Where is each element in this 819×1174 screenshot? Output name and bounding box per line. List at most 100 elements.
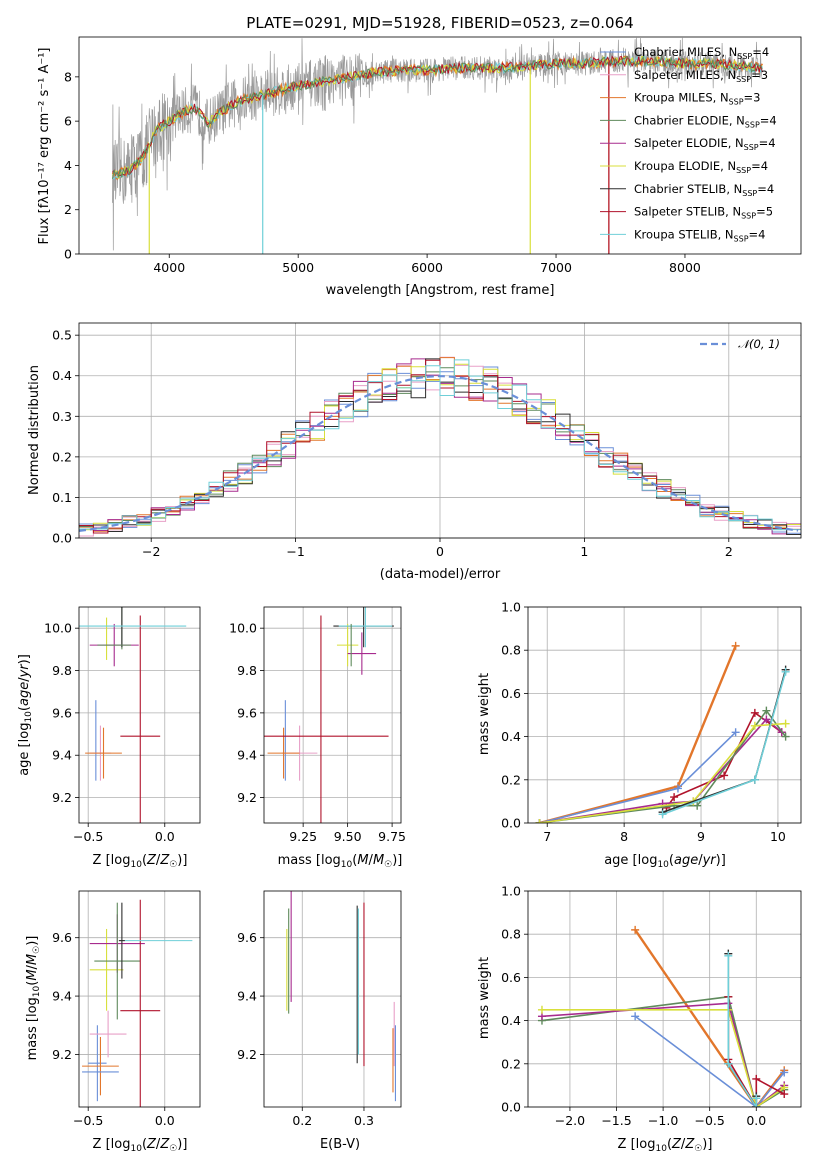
y-tick-label: 0.2 <box>501 772 521 787</box>
axes-frame <box>78 322 802 539</box>
axes-frame <box>527 890 802 1108</box>
y-tick-label: 0.2 <box>52 449 72 464</box>
x-tick-label: 5000 <box>282 260 314 275</box>
weight-point-marker <box>731 641 740 650</box>
axes-frame <box>263 606 402 824</box>
x-tick-label: −1.0 <box>648 1113 678 1128</box>
y-tick-label: 1.0 <box>501 884 521 899</box>
y-tick-label: 0.2 <box>501 1056 521 1071</box>
y-tick-label: 0.0 <box>501 1100 521 1115</box>
plot-area <box>286 891 396 1102</box>
weight-point-marker <box>752 1094 761 1103</box>
y-tick-label: 0.8 <box>501 643 521 658</box>
y-tick-label: 0.1 <box>52 490 72 505</box>
x-tick-label: 9.75 <box>378 829 406 844</box>
axes-frame <box>263 890 402 1108</box>
plot-area <box>537 925 789 1107</box>
weight-point-marker <box>781 667 790 676</box>
x-tick-label: −1.5 <box>601 1113 631 1128</box>
age-z-xlabel: Z [log10(Z/Z☉)] <box>93 853 188 870</box>
weight-series-line <box>634 929 786 1107</box>
y-tick-label: 9.2 <box>52 1047 72 1062</box>
plot-area <box>535 641 790 823</box>
x-tick-label: −2.0 <box>555 1113 585 1128</box>
legend-entry: Kroupa MILES, NSSP=3 <box>634 91 760 107</box>
weight-point-marker <box>781 732 790 741</box>
x-tick-label: 4000 <box>153 260 185 275</box>
y-tick-label: 0.3 <box>52 409 72 424</box>
mass-weight-vs-metallicity-plot: −2.0 −1.5 −1.0 −0.5 0.0 0.0 0.2 0.4 0.6 0.8 1.0 <box>501 884 802 1128</box>
x-tick-label: 9.50 <box>334 829 362 844</box>
x-tick-label: −0.5 <box>73 829 103 844</box>
y-tick-label: 9.2 <box>237 790 257 805</box>
y-tick-label: 9.8 <box>237 663 257 678</box>
legend-entry: Salpeter ELODIE, NSSP=4 <box>634 136 776 152</box>
y-tick-label: 0.0 <box>52 531 72 546</box>
weight-series-line <box>634 1015 785 1107</box>
y-tick-label: 9.4 <box>237 748 257 763</box>
axes-frame <box>527 606 802 824</box>
age-ylabel: age [log10(age/yr)] <box>17 654 34 776</box>
y-tick-label: 9.2 <box>52 790 72 805</box>
mass-z-xlabel: Z [log10(Z/Z☉)] <box>93 1137 188 1154</box>
y-tick-label: 9.6 <box>52 705 72 720</box>
mass-vs-ebv-plot: 0.2 0.3 9.2 9.4 9.6 <box>237 890 402 1128</box>
x-tick-label: 0.2 <box>292 1113 312 1128</box>
x-tick-label: 0.0 <box>746 1113 766 1128</box>
x-tick-label: 0.3 <box>354 1113 374 1128</box>
weight-age-ylabel: mass weight <box>477 673 492 755</box>
weight-point-marker <box>658 810 667 819</box>
y-tick-label: 0.4 <box>501 1013 521 1028</box>
weight-point-marker <box>720 771 729 780</box>
y-tick-label: 9.2 <box>237 1047 257 1062</box>
legend-entry: Kroupa STELIB, NSSP=4 <box>634 227 765 243</box>
y-tick-label: 1.0 <box>501 600 521 615</box>
spectrum-xlabel: wavelength [Angstrom, rest frame] <box>326 283 555 298</box>
y-tick-label: 9.6 <box>237 705 257 720</box>
plot-area <box>79 356 801 537</box>
x-tick-label: 9 <box>697 829 705 844</box>
weight-series-line <box>542 1009 785 1107</box>
x-tick-label: −0.5 <box>695 1113 725 1128</box>
x-tick-label: 1 <box>580 544 588 559</box>
model-spectrum-line <box>112 54 763 179</box>
legend-entry: 𝒩(0, 1) <box>738 337 780 351</box>
y-tick-label: 0.5 <box>52 328 72 343</box>
y-tick-label: 9.4 <box>52 989 72 1004</box>
weight-point-marker <box>535 819 544 823</box>
y-tick-label: 9.8 <box>52 663 72 678</box>
axes-frame <box>78 606 201 824</box>
weight-point-marker <box>762 706 771 715</box>
legend-entry: Chabrier MILES, NSSP=4 <box>634 45 769 61</box>
weight-point-marker <box>631 925 640 934</box>
y-tick-label: 0.0 <box>501 816 521 831</box>
mass-vs-metallicity-plot: −0.5 0.0 9.2 9.4 9.6 <box>52 890 201 1128</box>
weight-point-marker <box>781 719 790 728</box>
legend-entry: Chabrier STELIB, NSSP=4 <box>634 182 774 198</box>
weight-point-marker <box>731 728 740 737</box>
x-tick-label: 2 <box>725 544 733 559</box>
y-tick-label: 0.6 <box>501 686 521 701</box>
gaussian-reference-line <box>79 375 799 532</box>
weight-point-marker <box>670 793 679 802</box>
x-tick-label: 8 <box>620 829 628 844</box>
weight-series-line <box>727 955 758 1107</box>
weight-age-xlabel: age [log10(age/yr)] <box>604 853 726 870</box>
axes-frame <box>78 36 802 255</box>
plot-area <box>79 607 187 823</box>
x-tick-label: −1 <box>286 544 304 559</box>
weight-z-ylabel: mass weight <box>477 957 492 1039</box>
y-tick-label: 9.6 <box>237 930 257 945</box>
x-tick-label: 8000 <box>669 260 701 275</box>
residual-histogram-plot: −2 −1 0 1 2 0.0 0.1 0.2 0.3 0.4 0.5 𝒩(0, 1) <box>52 322 802 559</box>
weight-point-marker <box>750 708 759 717</box>
weight-point-marker <box>752 1074 761 1083</box>
weight-point-marker <box>750 775 759 784</box>
mass-ylabel: mass [log10(M/M☉)] <box>25 936 42 1061</box>
y-tick-label: 10.0 <box>229 621 257 636</box>
axes-frame <box>78 890 201 1108</box>
y-tick-label: 0.4 <box>52 368 72 383</box>
weight-z-xlabel: Z [log10(Z/Z☉)] <box>618 1137 713 1154</box>
weight-point-marker <box>693 801 702 810</box>
weight-point-marker <box>750 721 759 730</box>
